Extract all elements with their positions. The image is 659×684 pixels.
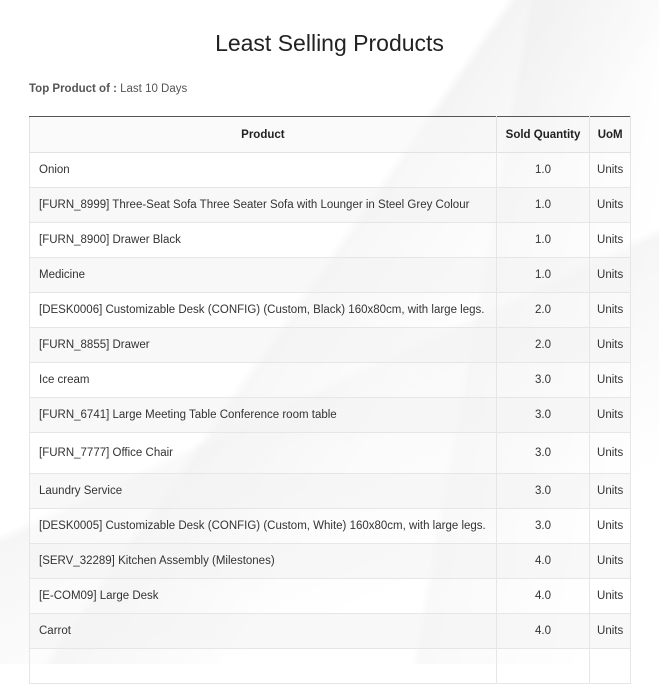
sold-quantity-cell: 3.0	[495, 508, 591, 544]
page-title: Least Selling Products	[215, 30, 444, 56]
uom-cell: Units	[589, 257, 631, 293]
uom-cell: Units	[589, 292, 631, 328]
table-row: [FURN_8900] Drawer Black 1.0 Units	[29, 222, 631, 258]
uom-cell: Units	[589, 613, 631, 649]
product-cell: [DESK0005] Customizable Desk (CONFIG) (C…	[29, 508, 497, 544]
sold-quantity-cell: 2.0	[495, 327, 591, 363]
column-header-uom: UoM	[589, 116, 631, 153]
sold-quantity-cell: 4.0	[495, 578, 591, 614]
table-row: [E-COM09] Large Desk 4.0 Units	[29, 578, 631, 614]
product-cell: [DESK0006] Customizable Desk (CONFIG) (C…	[29, 292, 497, 328]
uom-cell: Units	[589, 508, 631, 544]
table-row: Laundry Service 3.0 Units	[29, 473, 631, 509]
product-cell: [FURN_8900] Drawer Black	[29, 222, 497, 258]
report-filter: Top Product of : Last 10 Days	[29, 83, 187, 95]
table-header-row: Product Sold Quantity UoM	[29, 116, 631, 153]
product-cell: Onion	[29, 152, 497, 188]
column-header-sold-quantity: Sold Quantity	[495, 116, 591, 153]
product-cell: Medicine	[29, 257, 497, 293]
sold-quantity-cell: 3.0	[495, 473, 591, 509]
uom-cell: Units	[589, 327, 631, 363]
uom-cell: Units	[589, 432, 631, 474]
table-row	[29, 648, 631, 684]
sold-quantity-cell: 4.0	[495, 613, 591, 649]
sold-quantity-cell: 3.0	[495, 397, 591, 433]
sold-quantity-cell: 2.0	[495, 292, 591, 328]
table-row: Carrot 4.0 Units	[29, 613, 631, 649]
table-row: [FURN_8999] Three-Seat Sofa Three Seater…	[29, 187, 631, 223]
table-row: Ice cream 3.0 Units	[29, 362, 631, 398]
uom-cell: Units	[589, 473, 631, 509]
sold-quantity-cell: 1.0	[495, 187, 591, 223]
filter-label: Top Product of :	[29, 83, 117, 95]
sold-quantity-cell: 4.0	[495, 543, 591, 579]
table-row: [SERV_32289] Kitchen Assembly (Milestone…	[29, 543, 631, 579]
uom-cell: Units	[589, 152, 631, 188]
product-cell: Ice cream	[29, 362, 497, 398]
filter-value: Last 10 Days	[120, 83, 188, 95]
uom-cell: Units	[589, 222, 631, 258]
uom-cell: Units	[589, 187, 631, 223]
uom-cell: Units	[589, 397, 631, 433]
table-row: [FURN_7777] Office Chair 3.0 Units	[29, 432, 631, 474]
product-cell: Carrot	[29, 613, 497, 649]
table-row: [FURN_6741] Large Meeting Table Conferen…	[29, 397, 631, 433]
sold-quantity-cell: 1.0	[495, 257, 591, 293]
least-selling-products-table: Product Sold Quantity UoM Onion 1.0 Units[…	[29, 116, 631, 684]
sold-quantity-cell: 3.0	[495, 432, 591, 474]
product-cell: [E-COM09] Large Desk	[29, 578, 497, 614]
table-row: Onion 1.0 Units	[29, 152, 631, 188]
sold-quantity-cell: 3.0	[495, 362, 591, 398]
uom-cell: Units	[589, 578, 631, 614]
product-cell: Laundry Service	[29, 473, 497, 509]
sold-quantity-cell: 1.0	[495, 152, 591, 188]
uom-cell: Units	[589, 543, 631, 579]
table-row: [DESK0006] Customizable Desk (CONFIG) (C…	[29, 292, 631, 328]
uom-cell: Units	[589, 362, 631, 398]
product-cell: [FURN_8999] Three-Seat Sofa Three Seater…	[29, 187, 497, 223]
table-body: Onion 1.0 Units [FURN_8999] Three-Seat Sofa…	[29, 152, 631, 684]
table-row: Medicine 1.0 Units	[29, 257, 631, 293]
sold-quantity-cell: 1.0	[495, 222, 591, 258]
table-row: [DESK0005] Customizable Desk (CONFIG) (C…	[29, 508, 631, 544]
product-cell: [FURN_7777] Office Chair	[29, 432, 497, 474]
product-cell: [FURN_6741] Large Meeting Table Conferen…	[29, 397, 497, 433]
sold-quantity-cell	[495, 648, 591, 684]
uom-cell	[589, 648, 631, 684]
product-cell	[29, 648, 497, 684]
product-cell: [FURN_8855] Drawer	[29, 327, 497, 363]
table-row: [FURN_8855] Drawer 2.0 Units	[29, 327, 631, 363]
column-header-product: Product	[29, 116, 497, 153]
product-cell: [SERV_32289] Kitchen Assembly (Milestone…	[29, 543, 497, 579]
